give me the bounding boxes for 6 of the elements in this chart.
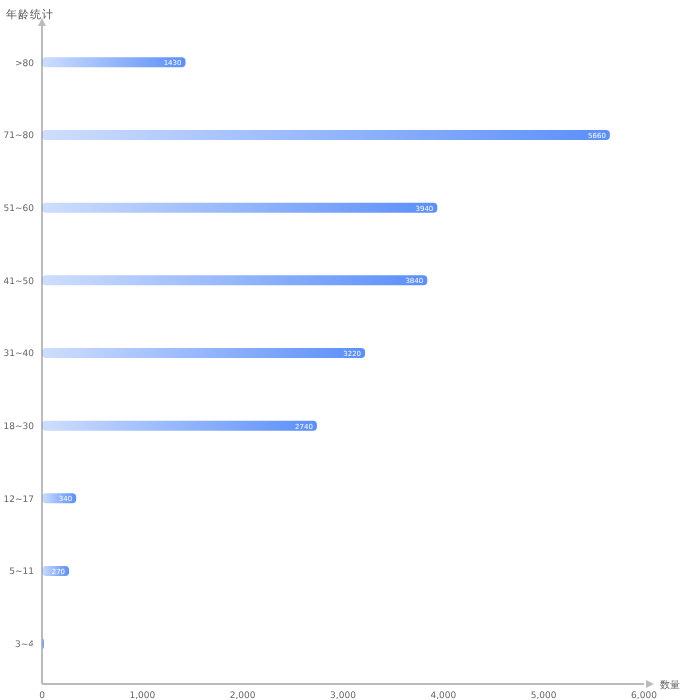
bar — [42, 57, 186, 68]
bar — [42, 130, 610, 140]
bar — [42, 202, 438, 213]
bar — [42, 420, 317, 431]
bar — [42, 348, 366, 358]
bar — [42, 275, 428, 286]
